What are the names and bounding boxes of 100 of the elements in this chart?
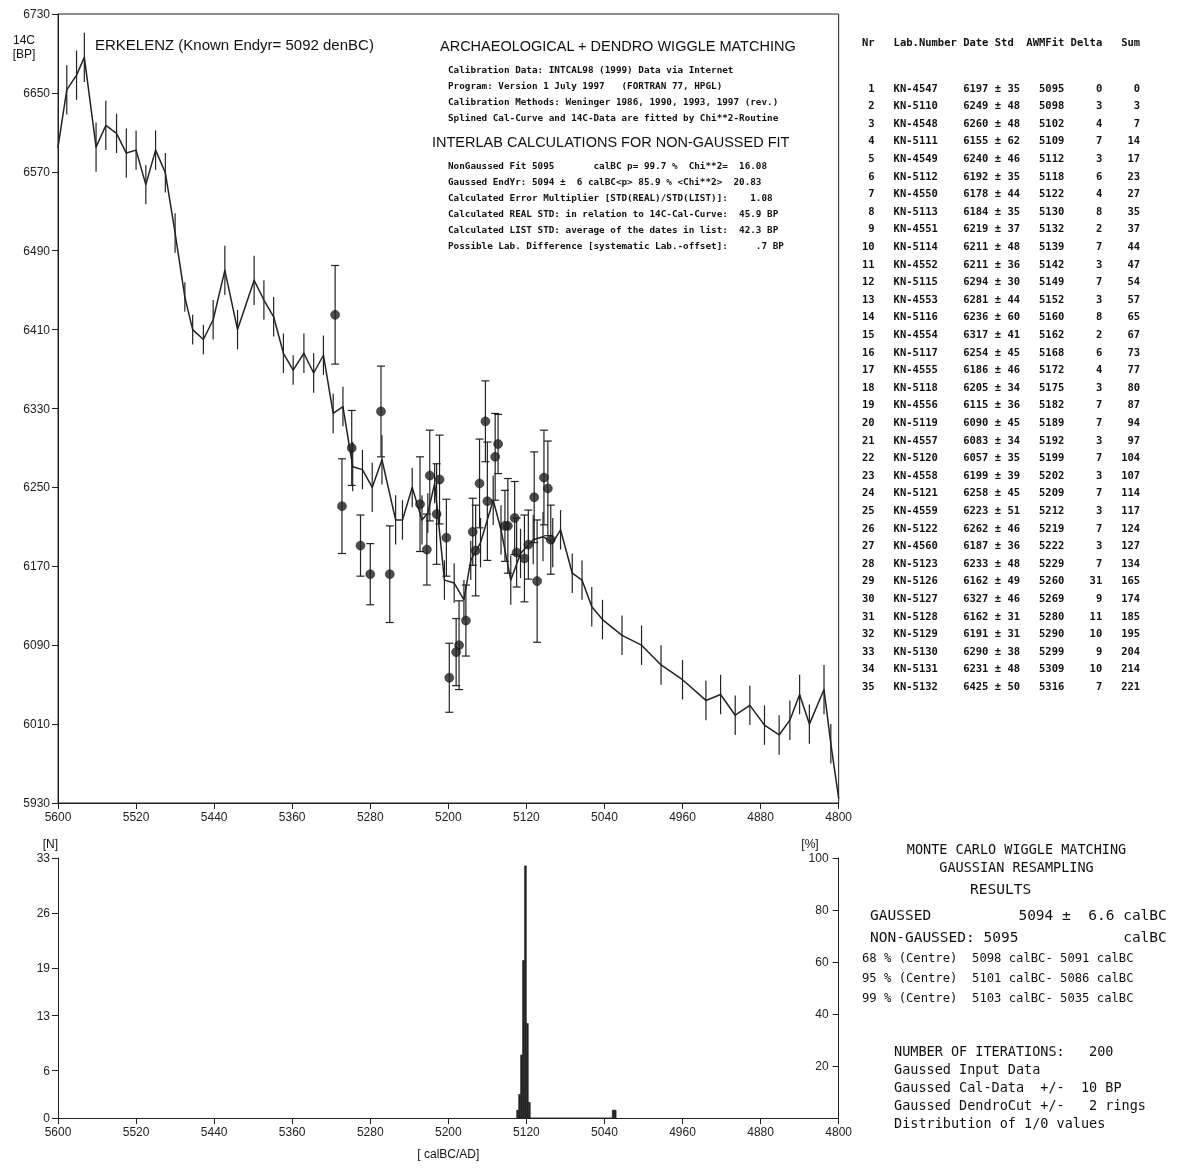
y-tick-label: 6170 xyxy=(23,559,51,574)
y-tick-label: 6650 xyxy=(23,85,51,100)
annotation: Splined Cal-Curve and 14C-Data are fitted by Chi**2-Routine xyxy=(448,112,779,123)
annotation: Program: Version 1 July 1997 (FORTRAN 77, HPGL) xyxy=(448,80,723,91)
text: 29 KN-5126 6162 ± 49 5260 31 165 xyxy=(862,574,1141,587)
x-tick-label: 5440 xyxy=(200,1125,228,1139)
text: 26 KN-5122 6262 ± 46 5219 7 124 xyxy=(862,521,1141,534)
annotation: Calibration Data: INTCAL98 (1999) Data via Internet xyxy=(448,64,734,75)
text: 34 KN-5131 6231 ± 48 5309 10 214 xyxy=(862,662,1141,675)
y-tick-label: 13 xyxy=(36,1008,51,1023)
text: 9 KN-4551 6219 ± 37 5132 2 37 xyxy=(867,222,1141,235)
y-axis-title: [N] xyxy=(42,837,58,851)
x-axis-title: [ calBC/AD] xyxy=(417,1147,480,1161)
text: 24 KN-5121 6258 ± 45 5209 7 114 xyxy=(862,486,1141,499)
text: ARCHAEOLOGICAL + DENDRO WIGGLE MATCHING xyxy=(440,38,796,54)
y-tick-label: 26 xyxy=(36,906,51,921)
text: 17 KN-4555 6186 ± 46 5172 4 77 xyxy=(862,363,1141,376)
x-tick-label: 4880 xyxy=(747,1125,775,1139)
x-tick-label: 4880 xyxy=(747,810,775,824)
text: 32 KN-5129 6191 ± 31 5290 10 195 xyxy=(862,627,1141,640)
text: Gaussed DendroCut +/- 2 rings xyxy=(894,1097,1146,1113)
x-tick-label: 5440 xyxy=(200,810,228,824)
text: 95 % (Centre) 5101 calBC- 5086 calBC xyxy=(862,971,1134,985)
y2-tick-label: 40 xyxy=(815,1007,829,1021)
text: 15 KN-4554 6317 ± 41 5162 2 67 xyxy=(862,328,1141,340)
y2-tick-label: 20 xyxy=(815,1059,829,1073)
text: Gaussed Input Data xyxy=(894,1061,1041,1077)
y-tick-label: 0 xyxy=(43,1111,51,1125)
annotation: NonGaussed Fit 5095 calBC p= 99.7 % Chi**2= 16.08 xyxy=(448,160,768,171)
y2-tick-label: 100 xyxy=(808,851,829,865)
annotation: Calculated LIST STD: average of the dates in list: 42.3 BP xyxy=(448,224,779,235)
text: 12 KN-5115 6294 ± 30 5149 7 54 xyxy=(862,275,1141,288)
x-tick-label: 4800 xyxy=(825,1125,853,1139)
text: 35 KN-5132 6425 ± 50 5316 7 221 xyxy=(862,680,1141,692)
text: 30 KN-5127 6327 ± 46 5269 9 174 xyxy=(862,592,1141,604)
x-tick-label: 5200 xyxy=(434,1125,462,1139)
y-tick-label: 6490 xyxy=(23,243,51,258)
y-tick-label: 19 xyxy=(36,961,51,976)
text: 1 KN-4547 6197 ± 35 5095 0 0 xyxy=(867,81,1141,94)
text: 5 KN-4549 6240 ± 46 5112 3 17 xyxy=(867,152,1141,164)
annotation: Calibration Methods: Weninger 1986, 1990, 1993, 1997 (rev.) xyxy=(448,96,779,107)
y2-tick-label: 60 xyxy=(815,955,829,969)
text: GAUSSIAN RESAMPLING xyxy=(938,859,1095,875)
y-tick-label: 6730 xyxy=(23,7,51,21)
x-tick-label: 5520 xyxy=(122,810,150,824)
text: 31 KN-5128 6162 ± 31 5280 11 185 xyxy=(862,609,1141,622)
x-tick-label: 4800 xyxy=(825,810,853,824)
text: 22 KN-5120 6057 ± 35 5199 7 104 xyxy=(862,451,1141,464)
y-tick-label: 6410 xyxy=(23,322,51,337)
x-tick-label: 5040 xyxy=(591,1125,619,1139)
x-tick-label: 5120 xyxy=(513,810,541,824)
x-tick-label: 5600 xyxy=(44,1125,72,1139)
y-tick-label: 6010 xyxy=(23,717,51,732)
x-tick-label: 5520 xyxy=(122,1125,150,1139)
text: 33 KN-5130 6290 ± 38 5299 9 204 xyxy=(862,644,1141,657)
text: Gaussed Cal-Data +/- 10 BP xyxy=(894,1079,1122,1095)
y-tick-label: 33 xyxy=(36,851,51,865)
x-tick-label: 5040 xyxy=(591,810,619,824)
text: RESULTS xyxy=(970,881,1032,897)
x-tick-label: 5280 xyxy=(356,810,384,824)
x-tick-label: 4960 xyxy=(669,810,697,824)
text: Distribution of 1/0 values xyxy=(894,1115,1106,1131)
y-tick-label: 6090 xyxy=(23,638,51,653)
text: 4 KN-5111 6155 ± 62 5109 7 14 xyxy=(867,134,1141,147)
y-axis-title: 14C [BP] xyxy=(11,33,37,61)
y-tick-label: 6330 xyxy=(23,401,51,416)
annotation: Calculated Error Multiplier [STD(REAL)/STD(LIST)]: 1.08 xyxy=(448,192,773,203)
annotation: Gaussed EndYr: 5094 ± 6 calBC<p> 85.9 % <Chi**2> 20.83 xyxy=(448,176,762,187)
y-tick-label: 6570 xyxy=(23,164,51,179)
text: 18 KN-5118 6205 ± 34 5175 3 80 xyxy=(862,380,1141,393)
x-tick-label: 5600 xyxy=(44,810,72,824)
text: Nr Lab.Number Date Std AWMFit Delta Sum xyxy=(862,36,1141,48)
text: MONTE CARLO WIGGLE MATCHING xyxy=(905,841,1128,857)
text: NON-GAUSSED: 5095 calBC xyxy=(870,929,1167,945)
annotation: Possible Lab. Difference [systematic Lab.-offset]: .7 BP xyxy=(448,240,784,251)
text: ERKELENZ (Known Endyr= 5092 denBC) xyxy=(95,36,374,53)
annotation: Calculated REAL STD: in relation to 14C-Cal-Curve: 45.9 BP xyxy=(448,208,779,219)
text: 7 KN-4550 6178 ± 44 5122 4 27 xyxy=(867,187,1141,200)
text: 6 KN-5112 6192 ± 35 5118 6 23 xyxy=(867,169,1141,182)
x-tick-label: 5360 xyxy=(278,810,306,824)
y2-axis-title: [%] xyxy=(801,837,819,851)
x-tick-label: 4960 xyxy=(669,1125,697,1139)
text: 21 KN-4557 6083 ± 34 5192 3 97 xyxy=(862,433,1141,446)
y-tick-label: 5930 xyxy=(23,796,51,810)
text: 28 KN-5123 6233 ± 48 5229 7 134 xyxy=(862,556,1141,569)
text: 13 KN-4553 6281 ± 44 5152 3 57 xyxy=(862,292,1141,305)
y-tick-label: 6250 xyxy=(23,480,51,495)
x-tick-label: 5200 xyxy=(434,810,462,824)
text: 99 % (Centre) 5103 calBC- 5035 calBC xyxy=(862,991,1134,1005)
text: 68 % (Centre) 5098 calBC- 5091 calBC xyxy=(862,951,1134,965)
text: 10 KN-5114 6211 ± 48 5139 7 44 xyxy=(862,240,1141,252)
x-tick-label: 5360 xyxy=(278,1125,306,1139)
text: GAUSSED 5094 ± 6.6 calBC xyxy=(870,907,1167,923)
text: 8 KN-5113 6184 ± 35 5130 8 35 xyxy=(867,204,1141,217)
text: 16 KN-5117 6254 ± 45 5168 6 73 xyxy=(862,345,1141,358)
text: 19 KN-4556 6115 ± 36 5182 7 87 xyxy=(862,398,1141,411)
text: NUMBER OF ITERATIONS: 200 xyxy=(894,1043,1114,1059)
y2-tick-label: 80 xyxy=(815,903,829,917)
x-tick-label: 5280 xyxy=(356,1125,384,1139)
text: 2 KN-5110 6249 ± 48 5098 3 3 xyxy=(867,99,1141,112)
